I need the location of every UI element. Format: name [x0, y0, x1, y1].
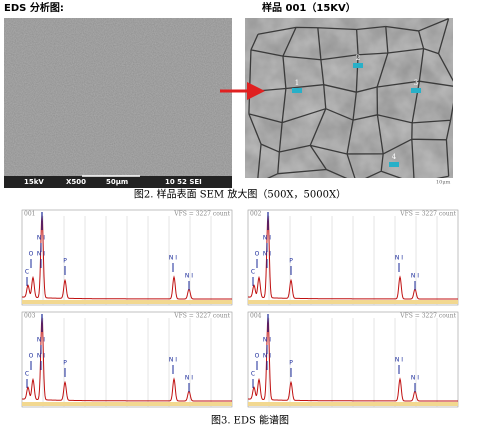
peak-label: N I [263, 353, 271, 360]
peak-label: C [251, 269, 255, 276]
peak-label: N I [37, 353, 45, 360]
peak-label: N I [37, 251, 45, 258]
peak-label: O [255, 353, 260, 360]
header-right: 样品 001（15KV） [262, 1, 356, 14]
panel-id: 002 [250, 211, 262, 218]
marker-box [389, 162, 399, 167]
grain-boundary [248, 18, 453, 178]
figure-caption: 图3. EDS 能谱图 [211, 414, 289, 427]
peak-label: O [29, 251, 34, 258]
peak-label: N I [411, 273, 419, 280]
header-left: EDS 分析图: [4, 1, 64, 14]
panel-id: 001 [24, 211, 35, 218]
marker-label: 2 [356, 54, 360, 62]
baseline-fill [22, 402, 232, 406]
sem-label: 10 52 SEI [165, 178, 202, 186]
peak-label: N I [395, 357, 403, 364]
sem-left: 15kV X500 50μm 10 52 SEI [4, 18, 232, 188]
spectrum-line [248, 316, 458, 402]
peak-label: N I [185, 273, 193, 280]
peak-label: O [255, 251, 260, 258]
peak-label: P [63, 258, 67, 265]
marker-label: 4 [392, 153, 397, 161]
figure-caption: 图2. 样品表面 SEM 放大图（500X，5000X） [134, 188, 346, 201]
marker-label: 1 [295, 79, 299, 87]
spectrum-line [248, 214, 458, 300]
panel-scale: VFS = 3227 count [173, 211, 230, 218]
peak-label: P [289, 360, 293, 367]
peak-label: N I [263, 251, 271, 258]
marker-box [411, 88, 421, 93]
panel-id: 004 [250, 313, 262, 320]
sem-label: 15kV [24, 178, 44, 186]
baseline-fill [22, 300, 232, 304]
scale-label: 10μm [436, 180, 451, 186]
peak-label: P [289, 258, 293, 265]
peak-label: P [63, 360, 67, 367]
peak-label: N I [185, 375, 193, 382]
peak-label: N I [263, 235, 271, 242]
sem-label: X500 [66, 178, 86, 186]
marker-box [353, 63, 363, 68]
peak-label: N I [395, 255, 403, 262]
marker-label: 3 [414, 79, 418, 87]
sem-label: 50μm [106, 178, 128, 186]
peak-label: N I [263, 337, 271, 344]
panel-id: 003 [24, 313, 36, 320]
peak-label: N I [411, 375, 419, 382]
peak-label: N I [37, 235, 45, 242]
peak-label: O [29, 353, 34, 360]
marker-box [292, 88, 302, 93]
baseline-fill [248, 300, 458, 304]
panel-scale: VFS = 3227 count [173, 313, 230, 320]
panel-scale: VFS = 3227 count [399, 313, 456, 320]
spectrum-line [22, 214, 232, 300]
peak-label: C [251, 371, 255, 378]
peak-label: N I [169, 357, 177, 364]
peak-label: C [25, 269, 29, 276]
panel-scale: VFS = 3227 count [399, 211, 456, 218]
spectrum-line [22, 316, 232, 402]
peak-label: C [25, 371, 29, 378]
baseline-fill [248, 402, 458, 406]
peak-label: N I [169, 255, 177, 262]
sem-right: 1 2 3 4 [245, 18, 453, 178]
peak-label: N I [37, 337, 45, 344]
